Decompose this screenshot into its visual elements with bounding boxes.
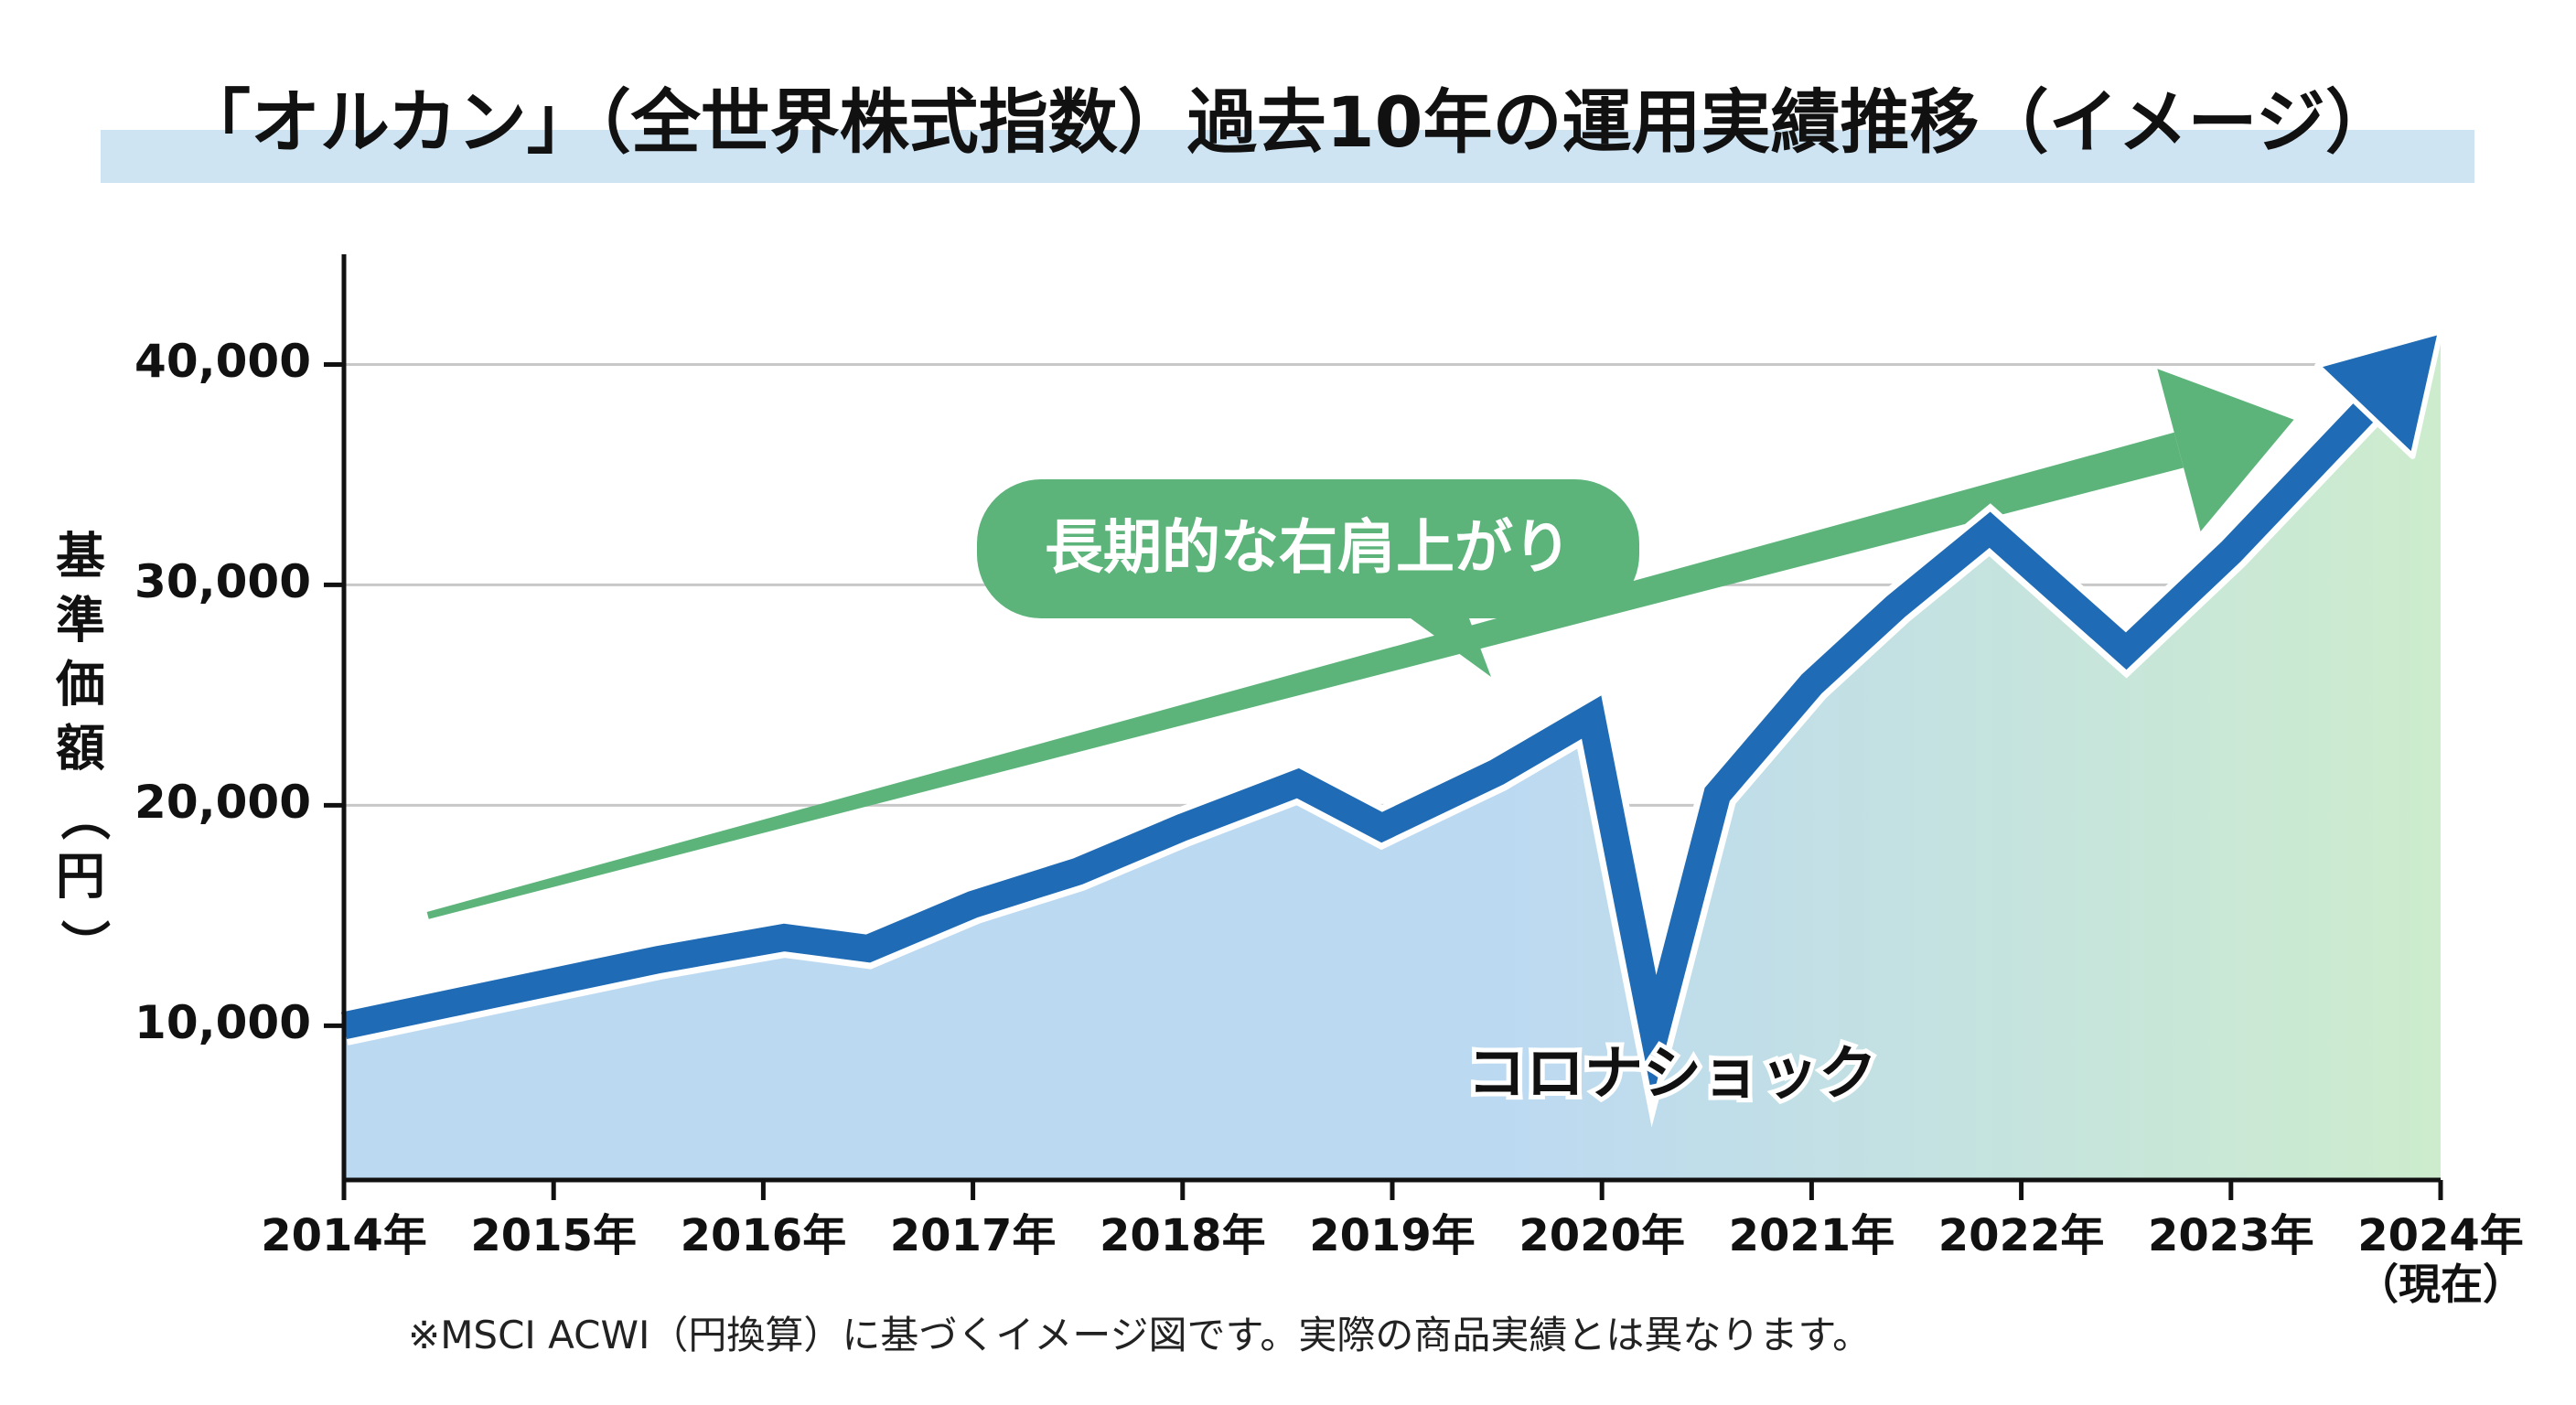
trend-arrow-head [2157,369,2294,532]
x-tick-label: 2018年 [1100,1210,1266,1261]
covid-dip-label: コロナショック [1467,1041,1877,1109]
x-tick-label: 2017年 [890,1210,1057,1261]
y-tick-label: 10,000 [134,996,311,1049]
x-tick-label: 2023年 [2148,1210,2314,1261]
callout-tail [1390,604,1491,677]
x-tick-label: 2024年 [2357,1210,2524,1261]
axes [324,254,2443,1200]
callout-text: 長期的な右肩上がり [1045,515,1572,583]
y-axis-label-char: 基 [56,528,105,585]
series-arrowhead [2314,328,2443,459]
trend-callout: 長期的な右肩上がり [977,479,1639,677]
title-band [101,130,2474,183]
x-tick-label: 2022年 [1938,1210,2105,1261]
y-tick-label: 30,000 [134,555,311,608]
y-axis-label-char: ） [55,919,113,969]
x-tick-labels: 2014年 2015年 2016年 2017年 2018年 2019年 2020年 2021年… [261,1210,2524,1261]
x-tick-label: 2021年 [1729,1210,1895,1261]
callout-bubble [977,479,1639,618]
y-axis-label-char: （ [55,791,113,841]
trend-arrow [426,369,2294,919]
area-fill [344,344,2441,1180]
y-axis-label-char: 円 [56,848,105,906]
y-tick-labels: 10,000 20,000 30,000 40,000 [134,335,311,1049]
y-axis-label-char: 価 [55,656,105,713]
y-tick-label: 20,000 [134,776,311,829]
x-tick-label: 2014年 [261,1210,427,1261]
x-tick-label: 2016年 [681,1210,847,1261]
chart-title: 「オルカン」（全世界株式指数）過去10年の運用実績推移（イメージ） [181,81,2395,163]
x-tick-label: 2019年 [1309,1210,1476,1261]
x-tick-label: 2015年 [470,1210,637,1261]
footnote: ※MSCI ACWI（円換算）に基づくイメージ図です。実際の商品実績とは異なりま… [408,1313,1871,1357]
y-axis-label-char: 準 [56,592,105,649]
series-line [340,394,2382,1099]
y-axis-label-char: 額 [56,720,105,778]
x-tick-label: 2020年 [1519,1210,1685,1261]
trend-arrow-shaft [426,432,2184,919]
x-tick-sublabel-current: （現在） [2356,1260,2525,1309]
y-tick-label: 40,000 [134,335,311,388]
